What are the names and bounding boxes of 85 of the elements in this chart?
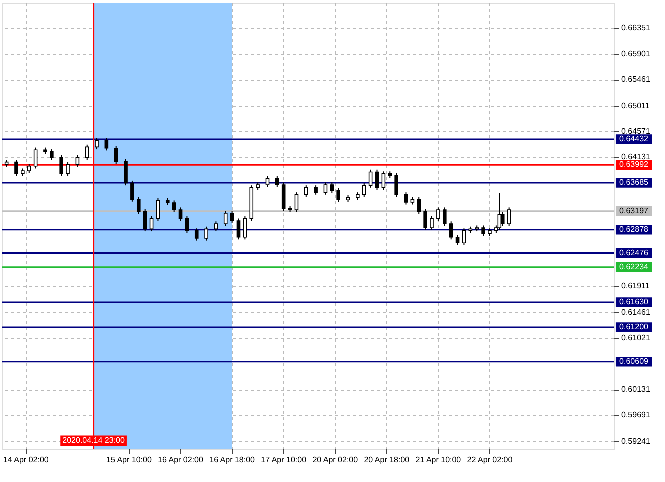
ref-line-label: 0.63685 [620,178,650,187]
x-tick-label: 21 Apr 10:00 [416,456,462,464]
candlestick [178,207,183,222]
candlestick [362,182,366,198]
candlestick [34,147,38,170]
x-tick-label: 14 Apr 02:00 [3,456,50,464]
candlestick [104,138,109,152]
candlestick [430,216,434,231]
candlestick [172,200,176,213]
candlestick [27,164,32,174]
y-tick-label: 0.59691 [622,410,651,420]
candlestick [507,207,512,227]
candlestick [236,218,241,240]
candlestick [266,176,270,188]
x-tick-label: 17 Apr 10:00 [261,456,308,464]
candlestick [314,185,318,196]
ref-line-label: 0.63992 [620,160,650,170]
candlestick [417,196,422,215]
ref-line-label: 0.61630 [620,297,650,306]
y-tick-label: 0.64131 [622,152,651,162]
x-tick-label: 16 Apr 18:00 [210,456,256,464]
candlestick [482,225,486,237]
candlestick [294,192,299,213]
candlestick [95,138,99,150]
candlestick [124,158,128,186]
candlestick [456,234,460,246]
candlestick [60,154,64,177]
candlestick [462,228,466,246]
ref-line-label: 0.60609 [620,356,650,366]
candlestick [156,198,160,222]
y-tick-label: 0.65011 [622,101,650,110]
x-tick-label: 20 Apr 02:00 [312,456,359,464]
y-tick-label: 0.65461 [622,75,651,84]
candlestick [66,162,70,177]
candlestick [282,182,286,212]
y-tick-label: 0.65901 [622,50,651,59]
candlestick [204,226,208,242]
candlestick [424,208,428,231]
candlestick [150,216,154,232]
candlestick [442,207,447,227]
candlestick [304,185,308,198]
candlestick [324,182,328,196]
candlestick [500,212,505,227]
x-tick-label: 2020.04.14 23:00 [62,436,126,445]
candlestick [224,210,228,227]
candlestick [143,208,148,232]
candlestick [130,180,134,202]
x-tick-label: 16 Apr 02:00 [158,456,204,464]
candlestick [436,207,440,222]
x-tick-label: 22 Apr 02:00 [467,456,514,464]
ref-line-label: 0.61200 [620,322,650,332]
candlestick [194,228,199,242]
y-tick-label: 0.66351 [622,23,651,32]
y-tick-label: 0.61021 [622,333,651,342]
ref-line-label: 0.62878 [620,224,650,234]
y-tick-label: 0.61461 [622,308,651,317]
y-tick-label: 0.60131 [622,385,651,394]
candlestick [330,182,334,194]
candlestick [368,169,373,188]
y-tick-label: 0.59241 [622,436,651,446]
candlestick [230,210,234,224]
candlestick [185,216,190,234]
candlestick [404,192,408,206]
x-tick-label: 20 Apr 18:00 [364,456,410,464]
ref-line-label: 0.62234 [620,262,650,272]
candlestick [136,196,141,215]
candlestick [214,221,218,232]
ref-line-label: 0.64432 [620,134,650,144]
y-tick-label: 0.64571 [622,126,651,136]
candlestick [449,221,454,240]
candlestick [276,176,280,188]
y-tick-label: 0.61911 [622,282,650,291]
candlestick [76,154,80,168]
x-tick-label: 15 Apr 10:00 [106,456,152,464]
candlestick [85,144,90,160]
candlestick [50,149,54,160]
candlestick [114,146,118,165]
candlestick [394,172,398,198]
ref-line-label: 0.63197 [620,206,650,216]
candlestick [382,171,386,191]
candlestick [14,160,18,177]
candlestick [336,188,340,203]
ref-line-label: 0.62476 [620,248,650,258]
candlestick [375,169,380,191]
candlestick [243,216,248,240]
